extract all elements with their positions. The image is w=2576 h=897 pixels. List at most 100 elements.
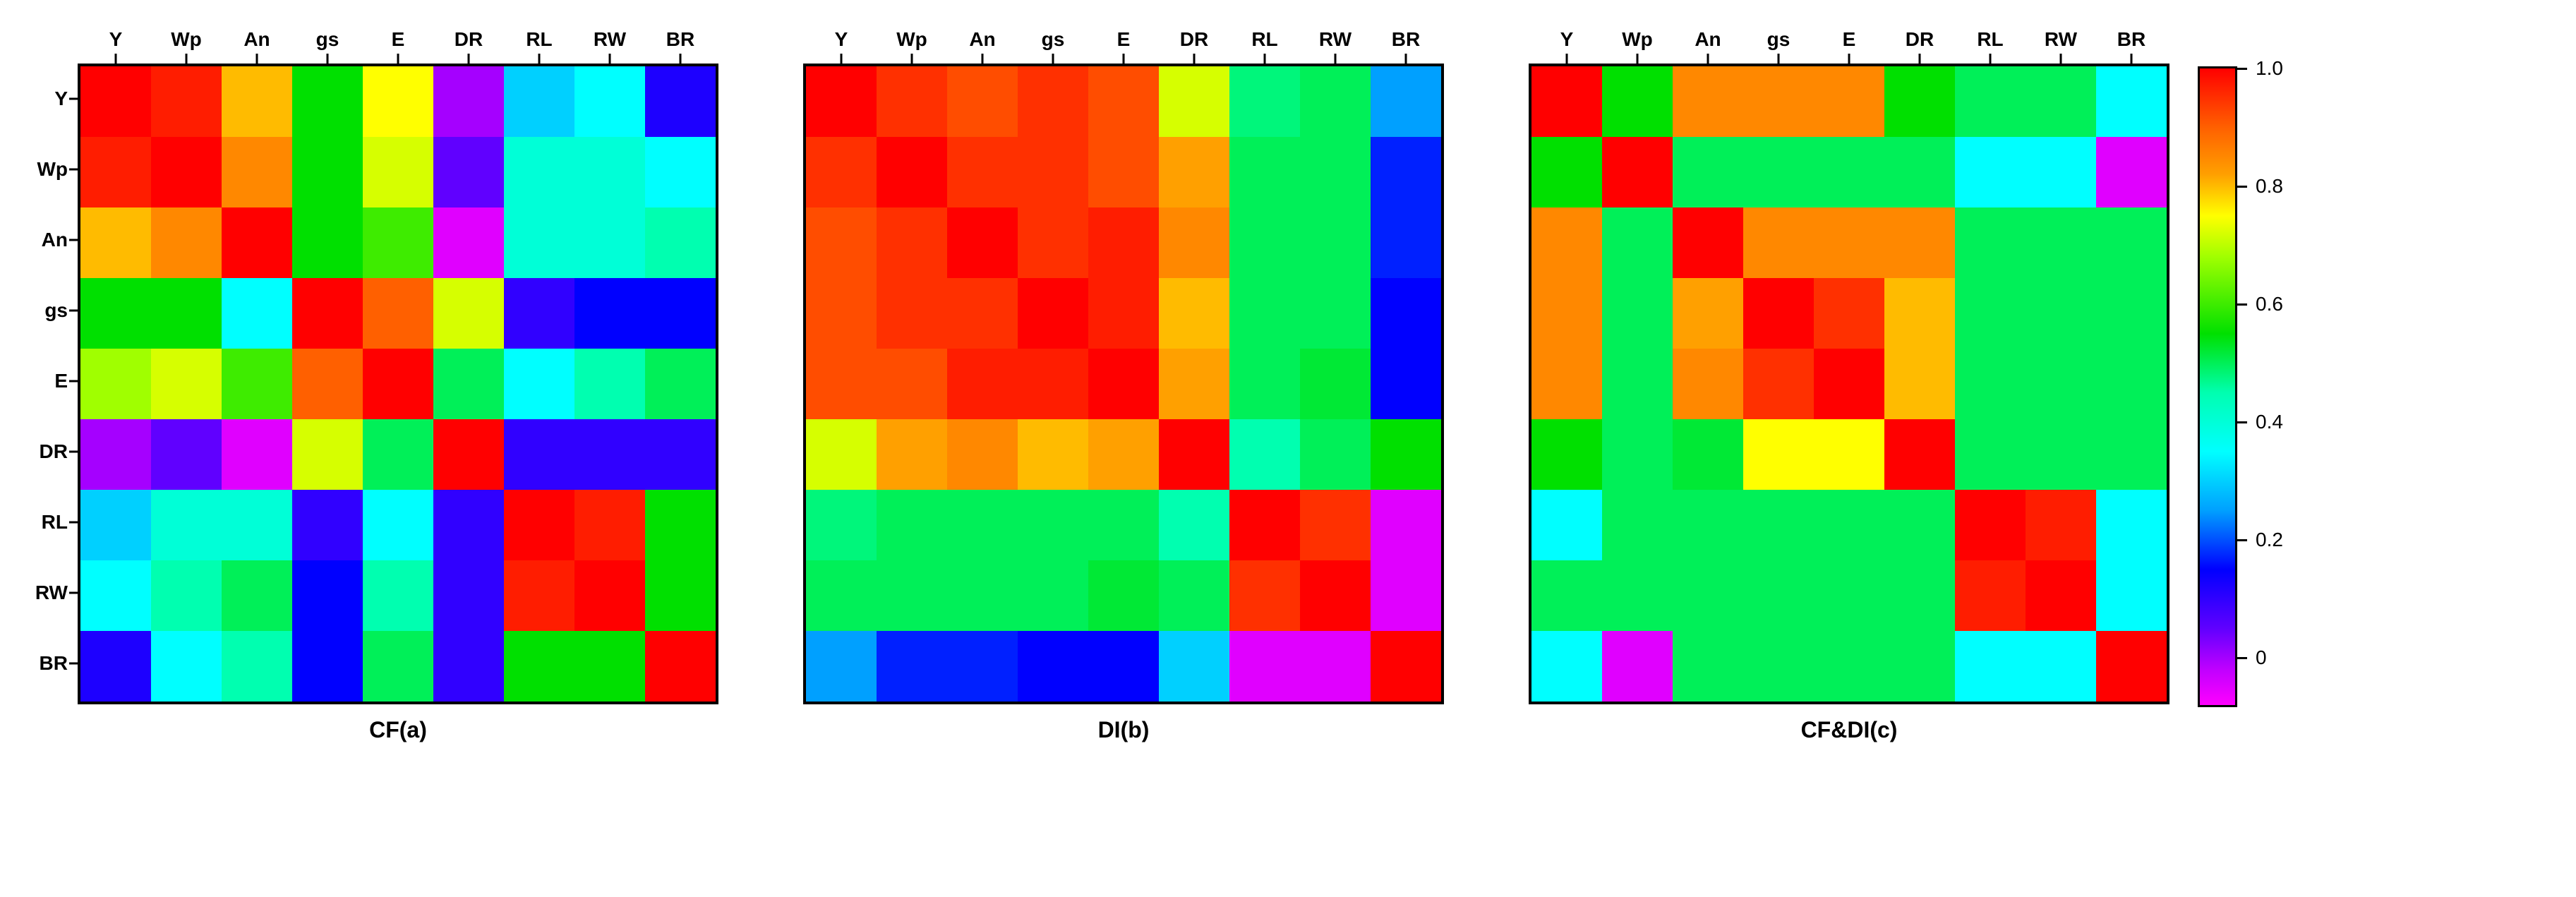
heatmap-cell: [363, 137, 433, 207]
heatmap-cell: [363, 419, 433, 490]
x-axis-labels: YWpAngsEDRRLRWBR: [1531, 28, 2167, 51]
tick: [1743, 54, 1814, 64]
heatmap-cell: [1088, 278, 1159, 349]
heatmap-cell: [363, 66, 433, 137]
heatmap-cell: [806, 419, 877, 490]
x-axis-ticks: [1531, 54, 2167, 64]
heatmap-cell: [504, 349, 574, 419]
heatmap-cell: [292, 349, 363, 419]
heatmap-grid: [78, 64, 718, 704]
x-axis-label: Wp: [1602, 28, 1673, 51]
x-axis-label: An: [222, 28, 292, 51]
heatmap-cell: [1884, 137, 1955, 207]
colorbar-ticks: [2237, 66, 2250, 707]
heatmap-cell: [1531, 419, 1602, 490]
heatmap-cell: [222, 631, 292, 702]
heatmap-cell: [292, 490, 363, 560]
colorbar-tick-label: 0.8: [2256, 175, 2283, 198]
heatmap-cell: [645, 349, 716, 419]
heatmap-cell: [433, 137, 504, 207]
heatmap-cell: [806, 207, 877, 278]
heatmap-cell: [1955, 490, 2026, 560]
heatmap-cell: [2026, 207, 2096, 278]
heatmap-cell: [947, 490, 1018, 560]
colorbar-tick-label: 1.0: [2256, 57, 2283, 80]
x-axis-label: RW: [1300, 28, 1371, 51]
heatmap-cell: [1229, 560, 1300, 631]
heatmap-cell: [947, 207, 1018, 278]
heatmap-cell: [1018, 137, 1088, 207]
tick: [1531, 54, 1602, 64]
heatmap-cell: [80, 278, 151, 349]
heatmap-cell: [292, 137, 363, 207]
heatmap-cell: [1371, 137, 1441, 207]
heatmap-cell: [2026, 560, 2096, 631]
tick: [1371, 54, 1441, 64]
x-axis-label: RL: [1229, 28, 1300, 51]
heatmap-cell: [806, 631, 877, 702]
heatmap-cell: [2096, 207, 2167, 278]
heatmap-cell: [1602, 560, 1673, 631]
heatmap-cell: [1300, 278, 1371, 349]
heatmap-cell: [1371, 490, 1441, 560]
heatmap-cell: [1088, 66, 1159, 137]
x-axis-labels: YWpAngsEDRRLRWBR: [80, 28, 716, 51]
tick: [877, 54, 947, 64]
heatmap-cell: [80, 349, 151, 419]
heatmap-cell: [574, 631, 645, 702]
heatmap-cell: [1159, 207, 1229, 278]
heatmap-cell: [645, 631, 716, 702]
x-axis-labels: YWpAngsEDRRLRWBR: [806, 28, 1441, 51]
heatmap-cell: [1602, 419, 1673, 490]
heatmap-cell: [645, 66, 716, 137]
heatmap-cell: [2026, 137, 2096, 207]
tick: [2096, 54, 2167, 64]
heatmap-cell: [947, 278, 1018, 349]
colorbar-tick-label: 0.4: [2256, 411, 2283, 433]
heatmap-cell: [1743, 631, 1814, 702]
heatmap-cell: [504, 207, 574, 278]
y-axis-ticks: [69, 64, 78, 699]
heatmap-cell: [1673, 66, 1743, 137]
tick: [69, 346, 78, 416]
heatmap-cell: [504, 490, 574, 560]
heatmap-cell: [363, 631, 433, 702]
heatmap-cell: [947, 419, 1018, 490]
heatmap-cell: [292, 419, 363, 490]
heatmap-cell: [1371, 207, 1441, 278]
heatmap-cell: [645, 137, 716, 207]
heatmap-cell: [1229, 490, 1300, 560]
colorbar: 1.00.80.60.40.20: [2198, 66, 2299, 707]
heatmap-cell: [1602, 66, 1673, 137]
heatmap-cell: [151, 419, 222, 490]
heatmap-cell: [433, 207, 504, 278]
heatmap-cell: [433, 490, 504, 560]
x-axis-label: Y: [80, 28, 151, 51]
heatmap-cell: [1602, 137, 1673, 207]
heatmap-cell: [1955, 137, 2026, 207]
heatmap-cell: [1018, 631, 1088, 702]
tick: [1955, 54, 2026, 64]
y-axis-label: BR: [28, 628, 69, 699]
heatmap-cell: [1814, 349, 1884, 419]
heatmap-cell: [1955, 278, 2026, 349]
heatmap-cell: [574, 278, 645, 349]
heatmap-cell: [1229, 137, 1300, 207]
tick: [151, 54, 222, 64]
tick: [1814, 54, 1884, 64]
heatmap-cell: [947, 560, 1018, 631]
heatmap-cell: [1955, 631, 2026, 702]
heatmap-cell: [947, 137, 1018, 207]
heatmap-cell: [645, 419, 716, 490]
heatmap-cell: [80, 631, 151, 702]
heatmap-grid: [803, 64, 1444, 704]
heatmap-cell: [1531, 349, 1602, 419]
heatmap-cell: [363, 490, 433, 560]
heatmap-cell: [574, 560, 645, 631]
colorbar-tick-label: 0: [2256, 646, 2267, 669]
heatmap-cell: [1814, 560, 1884, 631]
heatmap-cell: [1673, 207, 1743, 278]
y-axis-labels: YWpAngsEDRRLRWBR: [28, 64, 69, 699]
heatmap-cell: [2096, 66, 2167, 137]
colorbar-tick: [2237, 68, 2247, 70]
